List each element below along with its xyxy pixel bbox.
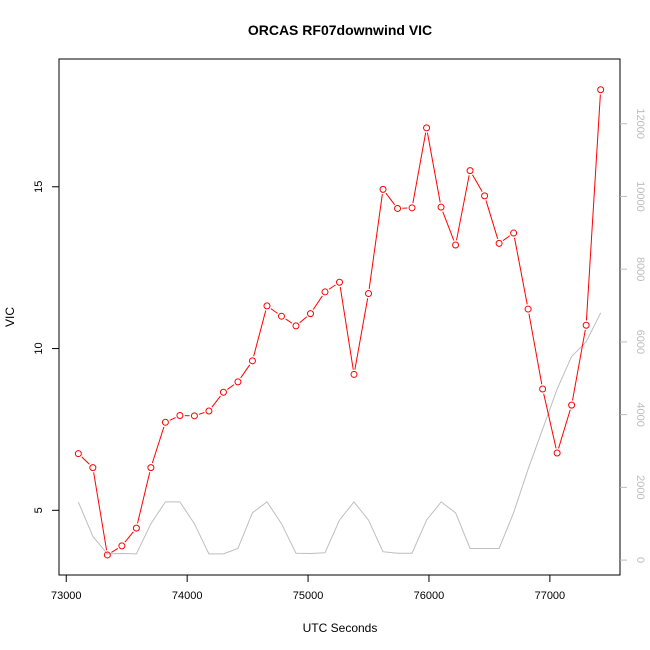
data-point <box>234 378 242 386</box>
x-tick-label: 73000 <box>51 590 82 602</box>
x-tick-label: 77000 <box>535 590 566 602</box>
data-point <box>350 370 358 378</box>
plot-frame <box>58 58 621 576</box>
series-segment <box>412 132 427 204</box>
data-point <box>553 449 561 457</box>
data-point <box>452 241 460 249</box>
data-point <box>408 204 416 212</box>
y-right-tick-label: 10000 <box>634 181 646 212</box>
x-tick-label: 75000 <box>293 590 324 602</box>
y-tick-label: 15 <box>33 181 45 193</box>
series-segment <box>81 456 90 465</box>
series-segment <box>426 132 441 203</box>
data-point <box>118 542 126 550</box>
series-segment <box>528 313 543 385</box>
y-right-tick-label: 12000 <box>634 108 646 139</box>
data-point <box>539 385 547 393</box>
y-right-tick-label: 4000 <box>634 402 646 426</box>
data-point <box>336 278 343 286</box>
data-point <box>147 464 155 472</box>
data-point <box>495 239 503 247</box>
series-segment <box>543 393 557 449</box>
series-segment <box>227 384 235 390</box>
primary-series <box>74 86 605 559</box>
series-segment <box>472 174 483 192</box>
series-segment <box>198 412 205 415</box>
data-point <box>423 124 431 132</box>
series-segment <box>485 200 499 239</box>
data-point <box>89 464 97 472</box>
series-segment <box>169 417 176 421</box>
series-segment <box>211 395 221 408</box>
x-axis-label: UTC Seconds <box>303 621 378 635</box>
series-segment <box>253 310 267 357</box>
series-segment <box>585 94 601 321</box>
y-tick-label: 5 <box>33 507 45 513</box>
data-point <box>248 357 256 365</box>
data-point <box>161 418 169 426</box>
series-segment <box>502 235 510 242</box>
data-point <box>263 302 271 310</box>
data-point <box>466 167 474 175</box>
data-point <box>190 412 198 420</box>
series-segment <box>137 472 151 524</box>
x-tick-label: 74000 <box>172 590 203 602</box>
series-segment <box>385 192 396 205</box>
series-segment <box>312 295 323 310</box>
x-tick-label: 76000 <box>414 590 445 602</box>
secondary-series-line <box>77 312 602 555</box>
series-segment <box>514 237 528 305</box>
data-point <box>394 204 402 212</box>
y-axis-right: 0 2000 4000 6000 8000 10000 12000 <box>620 108 646 563</box>
series-segment <box>151 426 165 464</box>
series-segment <box>354 298 369 370</box>
data-point <box>176 412 184 420</box>
series-segment <box>270 308 278 314</box>
y-right-tick-label: 2000 <box>634 475 646 499</box>
data-point <box>365 290 373 298</box>
data-point <box>205 407 213 415</box>
series-segment <box>124 531 134 543</box>
series-segment <box>111 548 119 553</box>
data-point <box>103 551 111 559</box>
series-segment <box>299 316 308 324</box>
secondary-series <box>77 312 602 555</box>
series-segment <box>285 318 293 324</box>
series-segment <box>93 472 108 551</box>
y-tick-label: 10 <box>33 342 45 354</box>
data-point <box>74 450 82 458</box>
data-point <box>321 288 329 296</box>
y-axis-left: 5 10 15 <box>33 181 59 513</box>
series-segment <box>558 409 571 449</box>
data-point <box>582 321 590 329</box>
data-point <box>597 86 605 94</box>
data-point <box>437 203 445 211</box>
series-segment <box>328 284 336 290</box>
data-point <box>292 322 300 330</box>
y-axis-label: VIC <box>3 307 17 327</box>
series-segment <box>339 286 354 370</box>
series-segment <box>455 175 470 241</box>
y-right-tick-label: 8000 <box>634 257 646 281</box>
data-point <box>524 305 532 313</box>
series-segment <box>240 364 251 379</box>
series-segment <box>442 211 455 241</box>
data-point <box>306 310 314 318</box>
data-point <box>379 185 387 193</box>
series-segment <box>368 194 383 289</box>
data-point <box>568 401 576 409</box>
data-point <box>132 524 140 532</box>
data-point <box>481 192 489 200</box>
data-point <box>277 312 285 320</box>
y-right-tick-label: 0 <box>634 557 646 563</box>
series-segment <box>572 329 586 401</box>
data-point <box>510 229 518 237</box>
chart-title: ORCAS RF07downwind VIC <box>248 22 432 38</box>
data-point <box>219 388 227 396</box>
x-axis: 73000 74000 75000 76000 77000 <box>51 575 565 602</box>
y-right-tick-label: 6000 <box>634 330 646 354</box>
